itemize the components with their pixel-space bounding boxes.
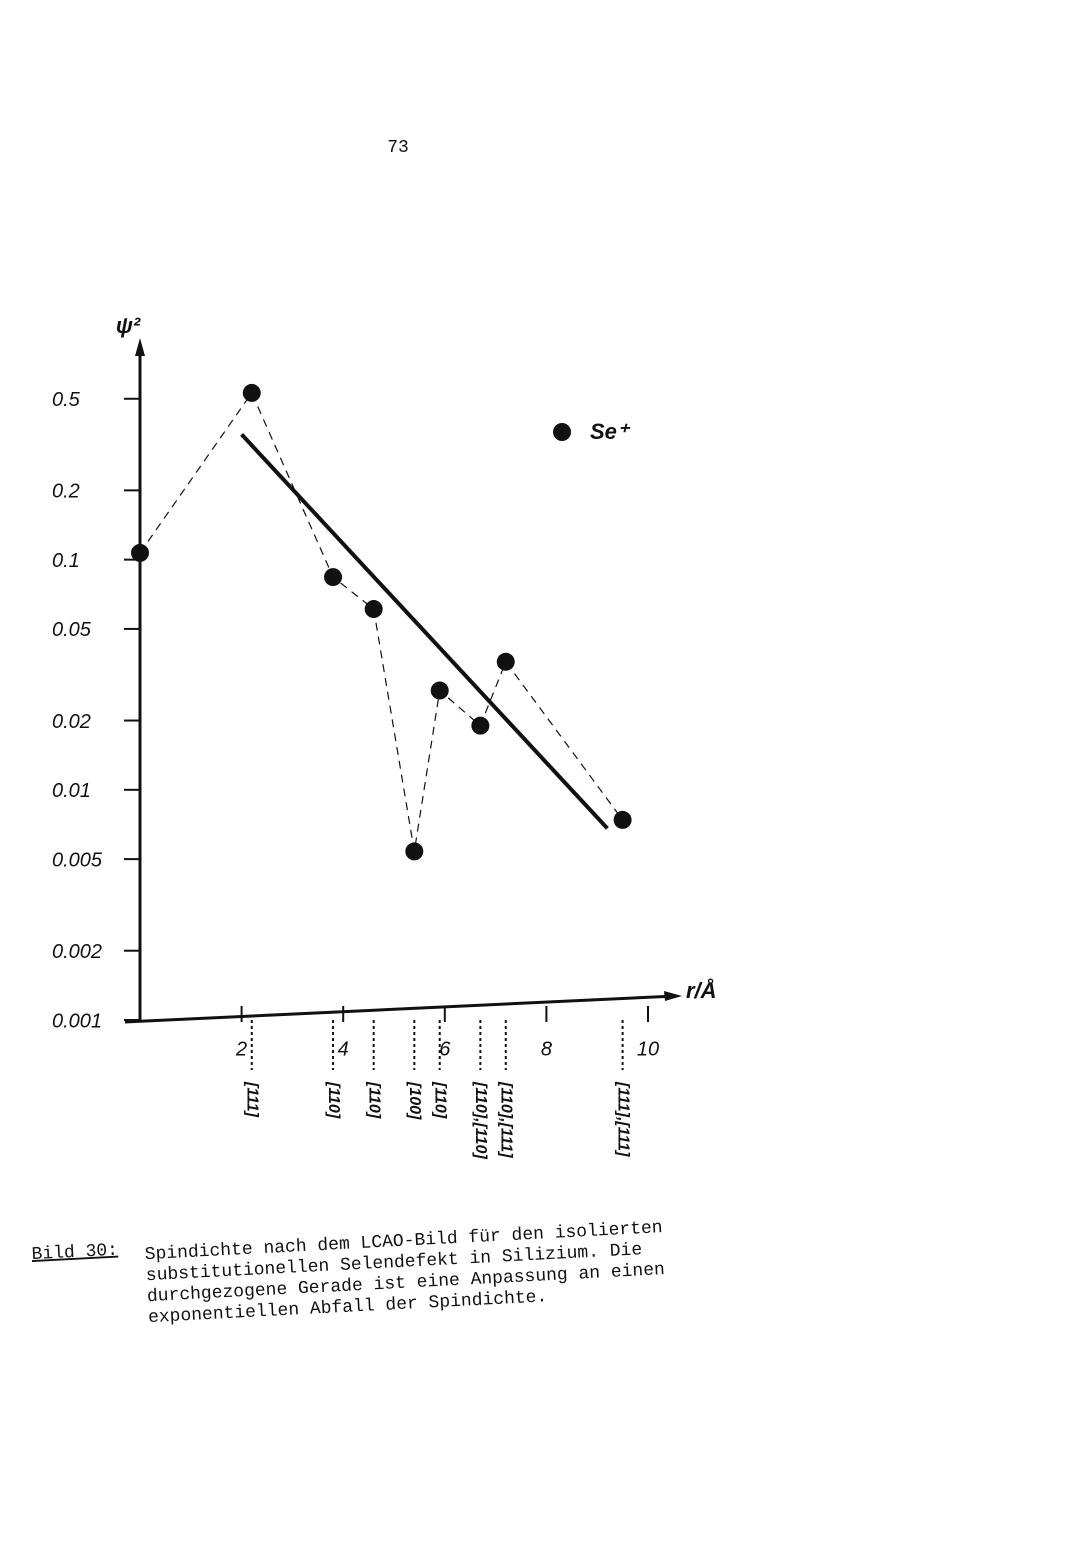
x-axis-label: r/Å [686,978,717,1003]
y-tick-label: 0.05 [52,619,92,641]
data-point [131,543,149,562]
direction-label: [110] [431,1081,448,1119]
y-tick-label: 0.001 [52,1010,102,1032]
y-arrow [135,338,145,356]
data-point [430,681,449,700]
data-point [496,652,515,671]
direction-label: [110],[110] [472,1081,489,1159]
x-tick-label: 6 [439,1038,451,1060]
x-axis [124,994,677,1024]
direction-label: [111] [244,1081,261,1118]
direction-label: [111],[111] [614,1081,631,1157]
caption: Bild 30: Spindichte nach dem LCAO-Bild f… [31,1218,665,1328]
y-tick-label: 0.02 [52,711,91,733]
data-point [242,383,261,402]
legend-label: Se⁺ [590,419,631,444]
legend-marker [553,423,571,441]
data-point [364,600,383,619]
caption-label: Bild 30: [31,1241,118,1265]
y-tick-label: 0.005 [52,849,103,871]
x-tick-label: 4 [338,1038,349,1060]
direction-label: [100] [406,1081,423,1120]
x-tick-label: 10 [637,1038,659,1060]
y-tick-label: 0.002 [52,941,102,963]
data-point [471,716,490,735]
fit-line [240,433,609,830]
connector-line [139,391,624,852]
direction-label: [110],[111] [498,1081,515,1158]
y-tick-label: 0.5 [52,389,81,411]
data-point [324,568,343,587]
y-tick-label: 0.2 [52,481,80,503]
x-tick-label: 2 [235,1038,247,1060]
data-point [613,810,632,829]
y-axis-label: ψ² [116,313,141,338]
page-number: 73 [387,138,409,158]
y-tick-label: 0.01 [52,780,91,802]
direction-label: [110] [325,1081,342,1119]
data-point [405,842,424,861]
x-tick-label: 8 [541,1038,552,1060]
direction-label: [110] [365,1081,382,1119]
x-arrow [664,991,682,1001]
y-tick-label: 0.1 [52,550,80,572]
